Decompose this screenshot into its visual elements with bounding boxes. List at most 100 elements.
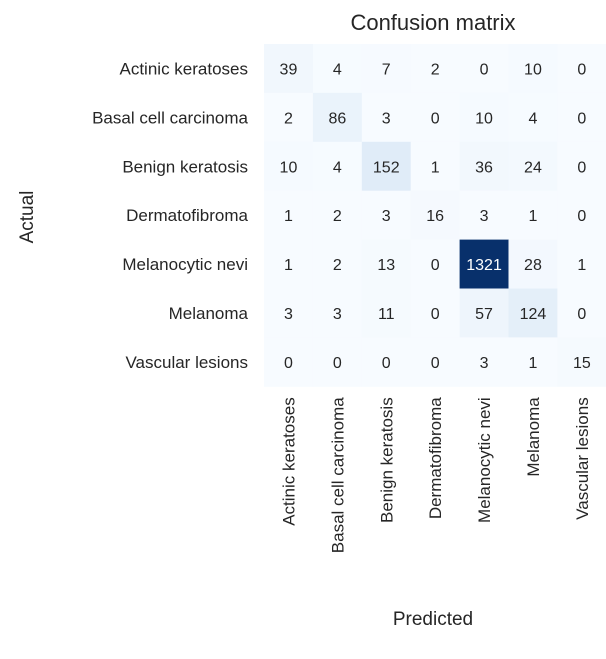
heatmap-cell-r5-c0 (264, 288, 314, 338)
heatmap-cell-r4-c1 (312, 239, 363, 289)
y-tick-label-2: Benign keratosis (122, 157, 248, 176)
heatmap-cell-r2-c4 (459, 141, 509, 192)
cell-value-label-r4-c3: 0 (431, 257, 440, 274)
cell-value-label-r1-c6: 0 (577, 110, 586, 127)
heatmap-cell-r6-c1 (312, 337, 363, 387)
heatmap-cell-r6-c0 (264, 337, 314, 387)
cell-value-label-r3-c6: 0 (577, 208, 586, 225)
cell-value-label-r4-c2: 13 (377, 257, 395, 274)
heatmap-cell-r2-c5 (508, 141, 558, 192)
cell-value-label-r1-c0: 2 (284, 110, 293, 127)
heatmap-cell-r1-c4 (459, 92, 509, 143)
heatmap-cell-r0-c1 (312, 44, 363, 94)
heatmap-cell-r4-c6 (557, 239, 606, 289)
heatmap-cell-r5-c2 (361, 288, 412, 338)
x-tick-label-3: Dermatofibroma (426, 397, 445, 519)
cell-value-label-r1-c3: 0 (431, 110, 440, 127)
x-axis-title: Predicted (393, 609, 473, 630)
cell-value-label-r6-c0: 0 (284, 355, 293, 372)
cell-value-label-r3-c5: 1 (528, 208, 537, 225)
heatmap-cell-r3-c3 (410, 190, 461, 241)
cell-value-label-r4-c0: 1 (284, 257, 293, 274)
cell-value-label-r4-c5: 28 (524, 257, 542, 274)
heatmap-cell-r0-c6 (557, 44, 606, 94)
heatmap-cell-r3-c6 (557, 190, 606, 241)
heatmap-cell-r6-c4 (459, 337, 509, 387)
cell-value-label-r3-c3: 16 (426, 208, 444, 225)
cell-value-label-r0-c1: 4 (333, 61, 342, 78)
heatmap-cell-labels: 39 4 7 2 0 10 02 86 3 0 10 4 010 4 152 1 36 24 01 2 3 16 3 1 01 2… (280, 61, 591, 371)
cell-value-label-r0-c5: 10 (524, 61, 542, 78)
cell-value-label-r5-c3: 0 (431, 306, 440, 323)
cell-value-label-r4-c1: 2 (333, 257, 342, 274)
cell-value-label-r3-c1: 2 (333, 208, 342, 225)
heatmap-cell-r6-c6 (557, 337, 606, 387)
heatmap-cell-r2-c3 (410, 141, 461, 192)
x-tick-label-0: Actinic keratoses (279, 397, 298, 526)
cell-value-label-r5-c0: 3 (284, 306, 293, 323)
heatmap-cell-r5-c1 (312, 288, 363, 338)
cell-value-label-r1-c5: 4 (528, 110, 537, 127)
cell-value-label-r6-c6: 15 (573, 355, 591, 372)
heatmap-cell-r1-c1 (312, 92, 363, 143)
x-tick-label-1: Basal cell carcinoma (328, 397, 347, 553)
heatmap-cell-r3-c4 (459, 190, 509, 241)
cell-value-label-r6-c4: 3 (480, 355, 489, 372)
heatmap-cell-r4-c3 (410, 239, 461, 289)
heatmap-cell-r2-c0 (264, 141, 314, 192)
x-tick-label-5: Melanoma (524, 397, 543, 477)
heatmap-cell-r0-c4 (459, 44, 509, 94)
cell-value-label-r2-c4: 36 (475, 159, 493, 176)
heatmap-cell-r1-c5 (508, 92, 558, 143)
heatmap-cell-r1-c2 (361, 92, 412, 143)
heatmap-cell-r0-c2 (361, 44, 412, 94)
cell-value-label-r6-c5: 1 (528, 355, 537, 372)
cell-value-label-r5-c4: 57 (475, 306, 493, 323)
cell-value-label-r1-c4: 10 (475, 110, 493, 127)
y-tick-label-3: Dermatofibroma (126, 206, 248, 225)
heatmap-cell-r0-c0 (264, 44, 314, 94)
heatmap-cell-r3-c2 (361, 190, 412, 241)
heatmap-cells (264, 44, 606, 387)
cell-value-label-r1-c2: 3 (382, 110, 391, 127)
y-tick-label-6: Vascular lesions (125, 353, 248, 372)
heatmap-cell-r4-c4 (459, 239, 509, 289)
cell-value-label-r0-c2: 7 (382, 61, 391, 78)
x-tick-label-2: Benign keratosis (377, 397, 396, 523)
heatmap-cell-r5-c5 (508, 288, 558, 338)
cell-value-label-r2-c3: 1 (431, 159, 440, 176)
heatmap-cell-r0-c5 (508, 44, 558, 94)
cell-value-label-r3-c2: 3 (382, 208, 391, 225)
heatmap-cell-r1-c0 (264, 92, 314, 143)
cell-value-label-r6-c2: 0 (382, 355, 391, 372)
cell-value-label-r2-c5: 24 (524, 159, 542, 176)
heatmap-cell-r1-c3 (410, 92, 461, 143)
x-tick-label-6: Vascular lesions (573, 397, 592, 520)
y-tick-labels: Actinic keratoses Basal cell carcinoma Ben… (92, 59, 248, 371)
cell-value-label-r2-c6: 0 (577, 159, 586, 176)
cell-value-label-r2-c0: 10 (280, 159, 298, 176)
cell-value-label-r6-c1: 0 (333, 355, 342, 372)
cell-value-label-r2-c2: 152 (373, 159, 400, 176)
heatmap-cell-r2-c2 (361, 141, 412, 192)
y-tick-label-5: Melanoma (169, 304, 249, 323)
y-tick-label-0: Actinic keratoses (120, 59, 249, 78)
cell-value-label-r5-c2: 11 (378, 306, 395, 323)
cell-value-label-r5-c1: 3 (333, 306, 342, 323)
cell-value-label-r5-c6: 0 (577, 306, 586, 323)
cell-value-label-r0-c0: 39 (280, 61, 298, 78)
x-tick-labels: Actinic keratoses Basal cell carcinoma Ben… (279, 397, 591, 553)
cell-value-label-r0-c6: 0 (577, 61, 586, 78)
x-tick-label-4: Melanocytic nevi (475, 397, 494, 523)
heatmap-cell-r5-c3 (410, 288, 461, 338)
cell-value-label-r0-c4: 0 (480, 61, 489, 78)
heatmap-cell-r0-c3 (410, 44, 461, 94)
cell-value-label-r3-c4: 3 (480, 208, 489, 225)
cell-value-label-r5-c5: 124 (520, 306, 547, 323)
heatmap-cell-r3-c0 (264, 190, 314, 241)
cell-value-label-r2-c1: 4 (333, 159, 342, 176)
heatmap-cell-r2-c1 (312, 141, 363, 192)
heatmap-cell-r6-c2 (361, 337, 412, 387)
heatmap-cell-r4-c0 (264, 239, 314, 289)
heatmap-cell-r6-c3 (410, 337, 461, 387)
